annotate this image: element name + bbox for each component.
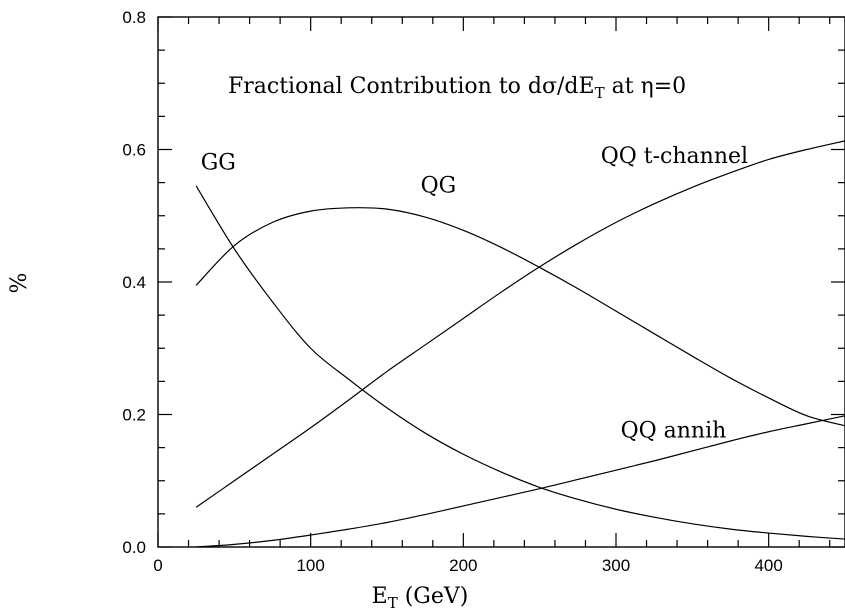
y-tick-label: 0.4 xyxy=(122,273,146,292)
annotation-gg: GG xyxy=(201,150,236,175)
x-tick-label: 300 xyxy=(602,556,630,575)
tick-labels: 0 100 200 300 400 0.0 0.2 0.4 0.6 0.8 xyxy=(122,8,782,575)
series-curves xyxy=(195,140,845,548)
series-line-qg xyxy=(195,207,845,427)
x-tick-label: 200 xyxy=(449,556,477,575)
x-tick-label: 0 xyxy=(153,556,162,575)
y-tick-label: 0.6 xyxy=(122,141,146,160)
annotation-qq-t-channel: QQ t-channel xyxy=(601,144,748,169)
annotation-qg: QG xyxy=(421,174,457,199)
x-axis-title: ET (GeV) xyxy=(372,584,469,612)
x-axis-title-subscript: T xyxy=(388,594,398,612)
x-axis-title-suffix: (GeV) xyxy=(398,584,469,609)
series-line-gg xyxy=(195,185,845,540)
annotation-qq-annih: QQ annih xyxy=(621,419,727,444)
y-tick-label: 0.2 xyxy=(122,406,146,425)
x-axis-title-main: E xyxy=(372,584,388,609)
series-line-qq-t-channel xyxy=(195,140,845,508)
curve-annotations: GG QG QQ t-channel QQ annih xyxy=(201,144,748,444)
chart-title: Fractional Contribution to dσ/dET at η=0 xyxy=(228,74,686,102)
y-tick-label: 0.0 xyxy=(122,538,146,557)
x-tick-label: 100 xyxy=(296,556,324,575)
x-tick-label: 400 xyxy=(754,556,782,575)
series-line-qq-annih xyxy=(196,415,845,548)
y-tick-label: 0.8 xyxy=(122,8,146,27)
y-axis-title: % xyxy=(7,273,32,294)
chart-title-main: Fractional Contribution to dσ/dE xyxy=(228,74,595,99)
chart-title-subscript: T xyxy=(595,84,605,102)
chart-title-suffix: at η=0 xyxy=(605,74,687,99)
